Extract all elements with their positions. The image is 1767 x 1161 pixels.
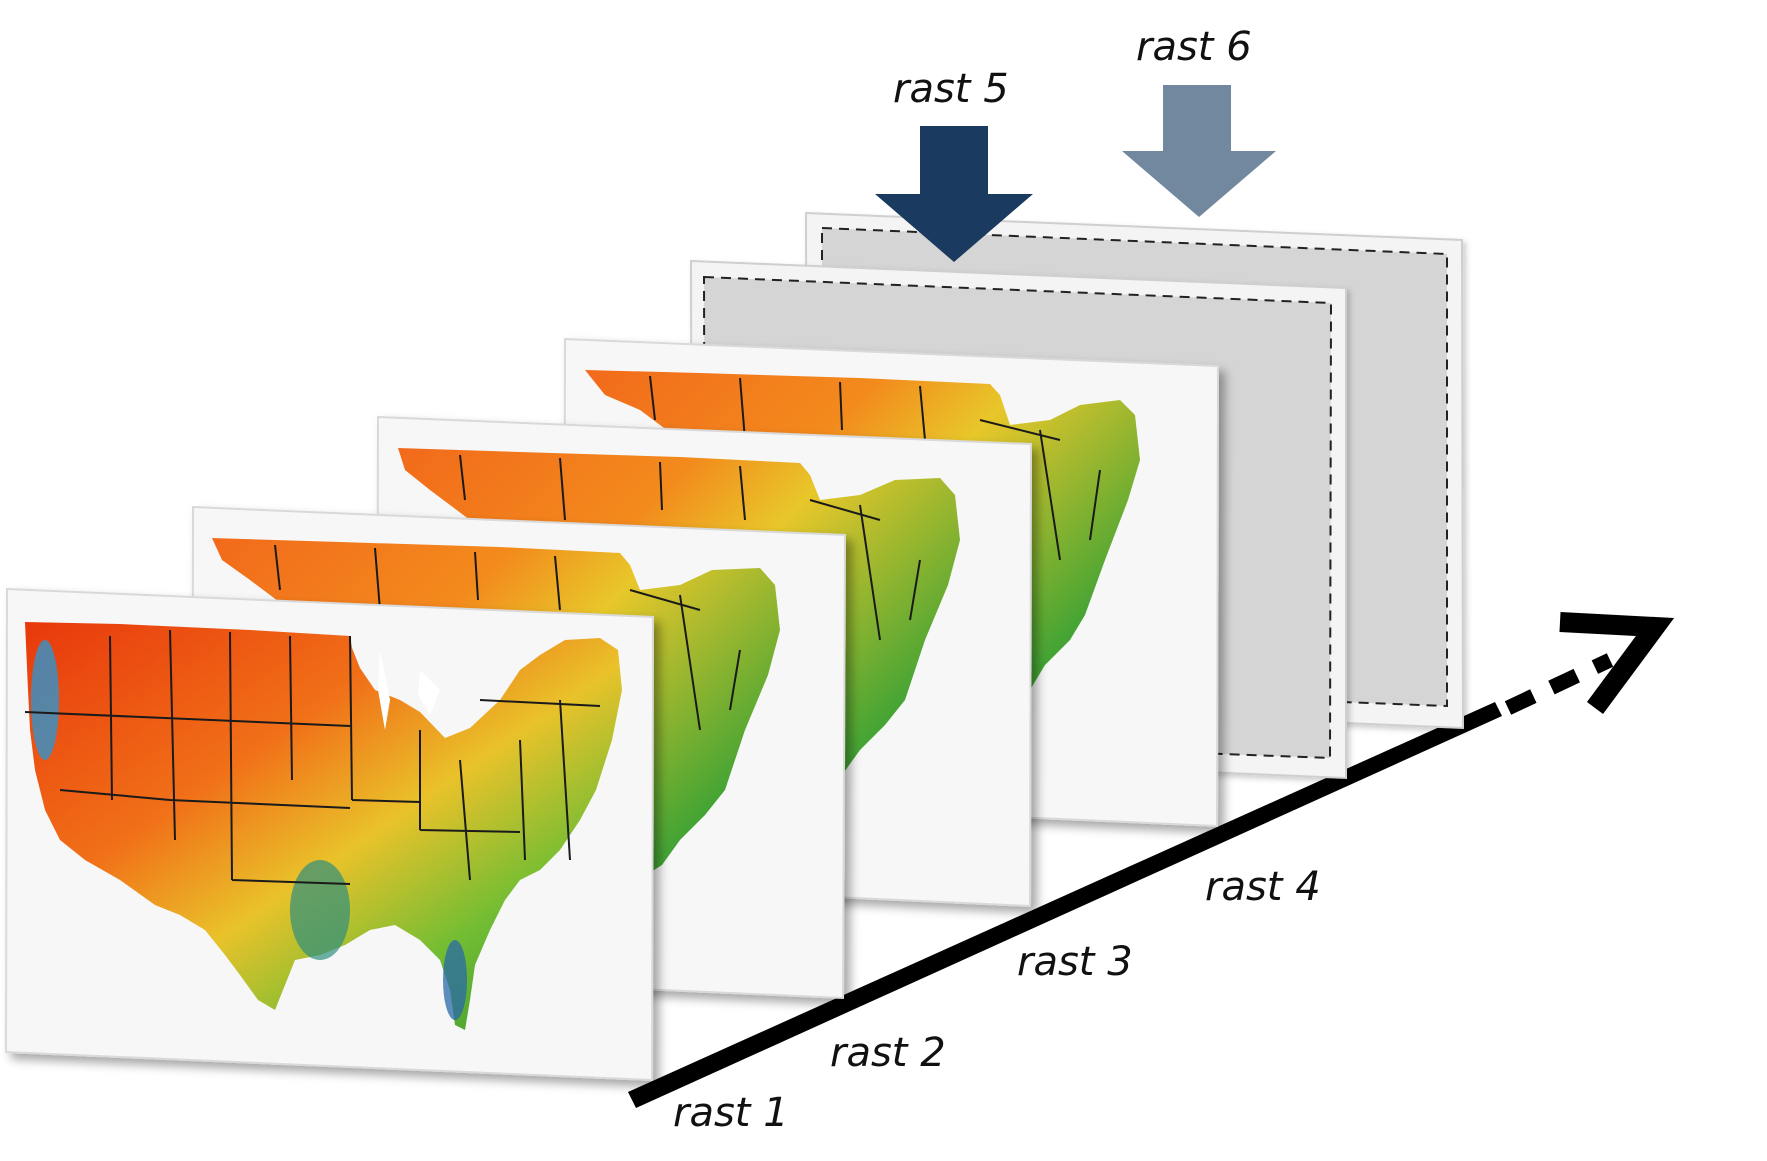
time-axis xyxy=(628,612,1675,1108)
incoming-arrow-rast5 xyxy=(875,126,1033,262)
us-raster-map xyxy=(25,622,622,1030)
incoming-arrow-rast6 xyxy=(1122,85,1276,217)
label-rast5: rast 5 xyxy=(893,66,1009,112)
label-rast2: rast 2 xyxy=(830,1030,946,1076)
down-arrow-icon xyxy=(1122,85,1276,217)
label-rast4: rast 4 xyxy=(1205,864,1321,910)
label-rast6: rast 6 xyxy=(1136,24,1252,70)
label-rast1: rast 1 xyxy=(673,1090,789,1136)
axis-continuation-dots xyxy=(1504,653,1614,715)
axis-arrow-head xyxy=(1559,612,1675,714)
axis-bar xyxy=(628,702,1502,1108)
map-panel-rast1 xyxy=(4,587,655,1082)
label-rast3: rast 3 xyxy=(1017,939,1133,985)
down-arrow-icon xyxy=(875,126,1033,262)
